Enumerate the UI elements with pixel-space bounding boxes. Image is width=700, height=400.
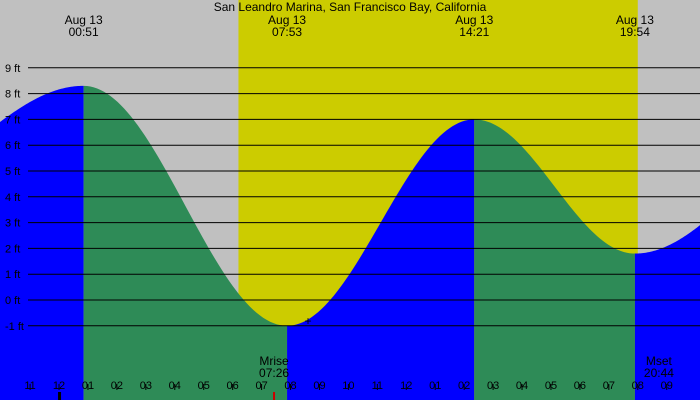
y-tick-label: 5 ft — [5, 166, 20, 178]
x-tick-label: 03 — [140, 380, 152, 392]
x-tick-label: 07 — [603, 380, 615, 392]
extreme-date-label: Aug 13 — [616, 13, 654, 27]
grid-lines — [28, 67, 700, 327]
x-tick-label: 09 — [661, 380, 673, 392]
midnight-marker — [58, 392, 62, 400]
x-tick-label: 09 — [313, 380, 325, 392]
x-tick-label: 04 — [169, 380, 181, 392]
falling-tide-segment — [83, 85, 288, 400]
x-tick-label: 06 — [574, 380, 586, 392]
y-tick-label: 4 ft — [5, 192, 20, 204]
x-tick-label: 05 — [198, 380, 210, 392]
extreme-time-label: 14:21 — [459, 25, 489, 39]
rising-tide-segment — [287, 119, 475, 400]
y-tick-label: 3 ft — [5, 218, 20, 230]
x-tick-label: 12 — [53, 380, 65, 392]
y-tick-labels: 9 ft 8 ft 7 ft 6 ft 5 ft 4 ft 3 ft 2 ft 1 ft 0 ft… — [5, 63, 24, 333]
x-tick-label: 08 — [284, 380, 296, 392]
x-tick-label: 06 — [227, 380, 239, 392]
moonrise-marker — [273, 392, 276, 400]
extreme-time-label: 19:54 — [620, 25, 650, 39]
y-tick-label: 2 ft — [5, 243, 20, 255]
extreme-time-label: 07:53 — [272, 25, 302, 39]
rising-tide-segment — [634, 225, 700, 400]
x-tick-label: 11 — [24, 380, 35, 392]
x-tick-label: 01 — [82, 380, 94, 392]
x-tick-labels: 11 12 01 02 03 04 05 06 07 08 09 10 11 12 01 02 03 04 05 06… — [24, 380, 673, 400]
moon-event-label: Mrise — [259, 354, 289, 368]
rising-tide-segment — [0, 85, 84, 400]
chart-title: San Leandro Marina, San Francisco Bay, C… — [214, 0, 487, 14]
moon-event-label: Mset — [646, 354, 673, 368]
extreme-time-label: 00:51 — [69, 25, 99, 39]
x-tick-label: 03 — [487, 380, 499, 392]
x-tick-label: 07 — [255, 380, 267, 392]
moon-event-time: 20:44 — [644, 366, 674, 380]
x-tick-label: 10 — [342, 380, 354, 392]
y-tick-label: 1 ft — [5, 269, 20, 281]
moon-event-time: 07:26 — [259, 366, 289, 380]
y-tick-label: -1 ft — [5, 321, 24, 333]
extreme-date-label: Aug 13 — [268, 13, 306, 27]
x-tick-label: 02 — [111, 380, 123, 392]
y-tick-label: 7 ft — [5, 114, 20, 126]
y-tick-label: 0 ft — [5, 295, 20, 307]
x-tick-label: 01 — [429, 380, 441, 392]
y-tick-label: 8 ft — [5, 89, 20, 101]
moon-position-marker: + — [305, 314, 312, 328]
x-tick-label: 04 — [516, 380, 528, 392]
x-tick-label: 11 — [372, 380, 383, 392]
x-tick-label: 12 — [400, 380, 412, 392]
y-tick-label: 9 ft — [5, 63, 20, 75]
y-tick-label: 6 ft — [5, 140, 20, 152]
tide-fills — [0, 85, 700, 400]
falling-tide-segment — [474, 119, 635, 400]
x-tick-label: 05 — [545, 380, 557, 392]
extreme-date-label: Aug 13 — [455, 13, 493, 27]
x-tick-label: 02 — [458, 380, 470, 392]
extreme-date-label: Aug 13 — [65, 13, 103, 27]
x-tick-label: 08 — [632, 380, 644, 392]
